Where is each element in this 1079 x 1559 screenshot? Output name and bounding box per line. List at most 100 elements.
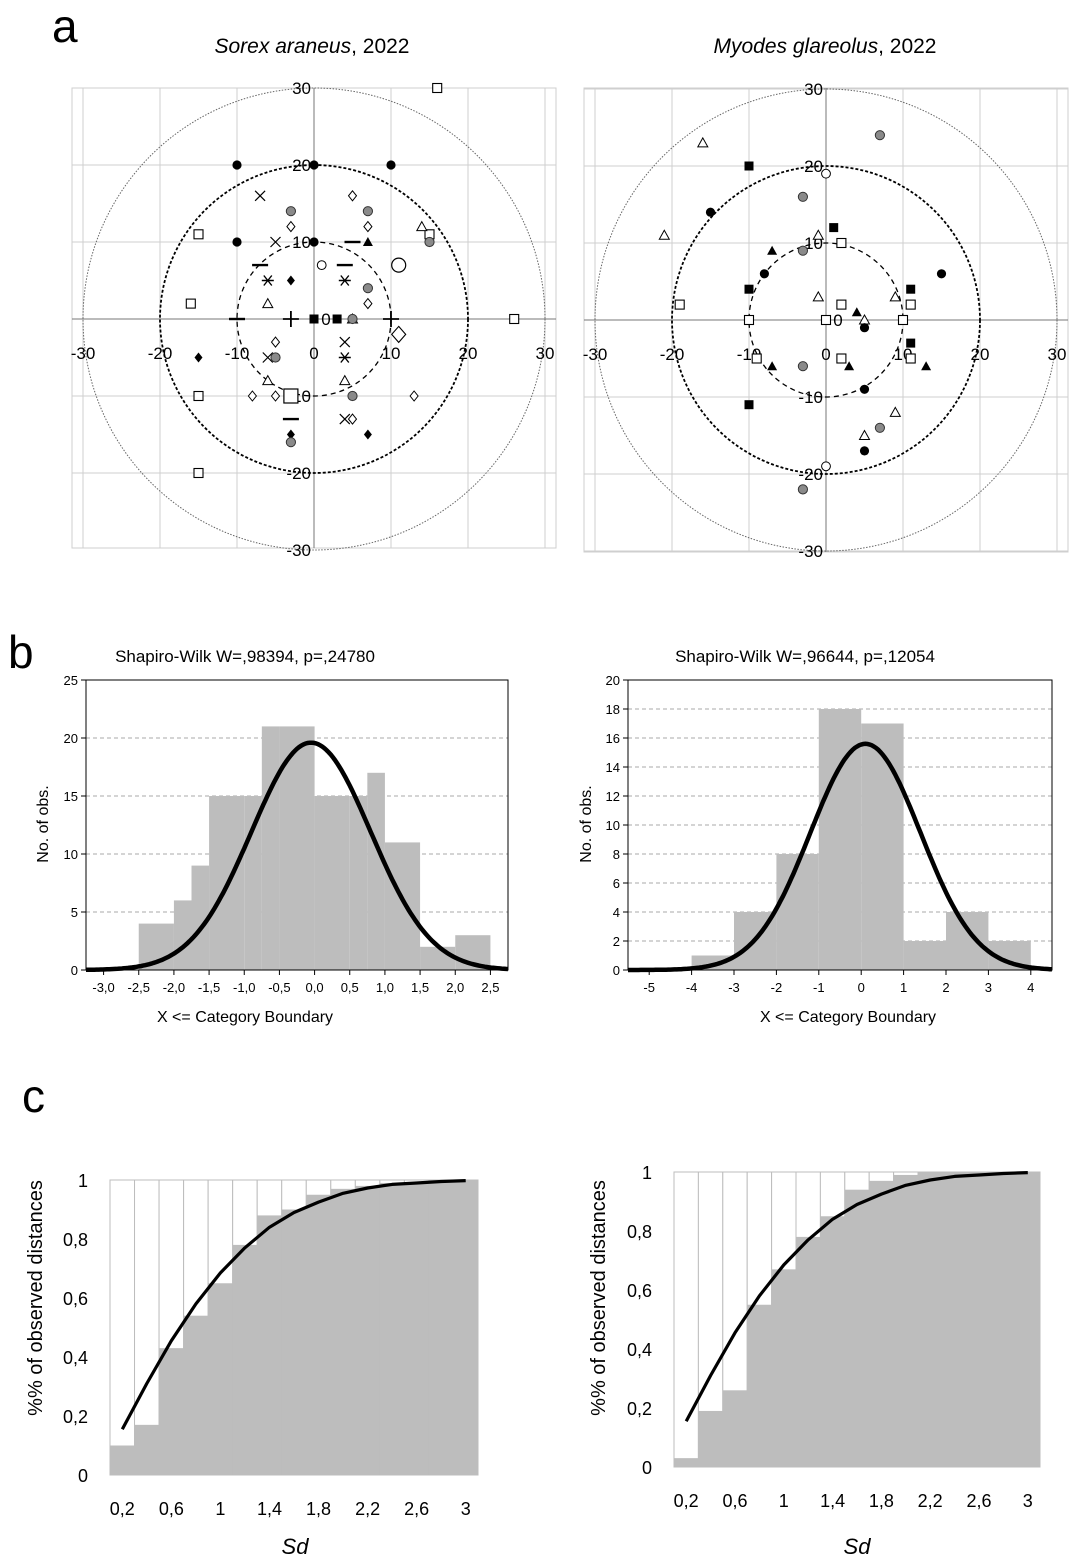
scatter-point: [338, 374, 351, 386]
y-tick-label: 0,6: [63, 1289, 88, 1309]
scatter-point: [309, 314, 319, 324]
y-tick-label: 0: [321, 310, 330, 329]
chart-c1-ylabel: %% of observed distances: [25, 1180, 47, 1416]
y-tick-label: 20: [804, 157, 823, 176]
scatter-point: [705, 207, 716, 217]
histogram-bar: [903, 941, 946, 970]
x-tick-label: 2,0: [446, 980, 464, 995]
y-tick-label: -30: [798, 542, 823, 561]
histogram-bar: [244, 796, 262, 970]
x-tick-label: 30: [536, 344, 555, 363]
scatter-point: [339, 413, 351, 425]
cumulative-bar: [966, 1172, 992, 1467]
cumulative-bar: [159, 1348, 185, 1475]
x-tick-label: -20: [660, 345, 685, 364]
histogram-bar: [191, 865, 210, 970]
scatter-point: [744, 400, 754, 410]
x-tick-label: -3: [728, 980, 740, 995]
scatter-point: [270, 352, 281, 363]
scatter-point: [270, 336, 281, 348]
cumulative-bar: [991, 1172, 1017, 1467]
cumulative-bar: [674, 1458, 699, 1467]
scatter-point: [858, 429, 871, 440]
scatter-point: [332, 314, 342, 324]
panel-label-a: a: [52, 0, 78, 52]
scatter-point: [362, 206, 373, 217]
scatter-point: [658, 229, 671, 240]
cumulative-bar: [379, 1182, 405, 1475]
scatter-point: [767, 245, 778, 255]
scatter-point: [859, 323, 870, 333]
scatter-point: [270, 390, 281, 402]
x-tick-label: 1: [900, 980, 907, 995]
normal-fit-curve: [628, 741, 1053, 973]
scatter-point: [859, 384, 870, 394]
x-tick-label: 0,5: [341, 980, 359, 995]
scatter-point: [905, 299, 916, 310]
chart-c1-xlabel: Sd: [282, 1534, 310, 1559]
y-tick-label: 4: [613, 905, 620, 920]
scatter-point: [897, 314, 909, 326]
x-tick-label: 20: [459, 344, 478, 363]
y-tick-label: -30: [286, 541, 311, 560]
chart-b2-histogram: Shapiro-Wilk W=,96644, p=,12054 X <= Cat…: [578, 647, 1053, 1026]
scatter-point: [509, 313, 520, 325]
x-tick-label: 2: [942, 980, 949, 995]
scatter-point: [432, 82, 443, 94]
scatter-point: [836, 237, 847, 249]
scatter-point: [286, 429, 295, 440]
y-tick-label: 16: [606, 731, 620, 746]
scatter-point: [347, 313, 358, 325]
x-tick-label: -2: [771, 980, 783, 995]
panel-label-c: c: [22, 1070, 45, 1122]
x-tick-label: 1,4: [257, 1499, 282, 1519]
x-tick-label: 0,2: [674, 1491, 699, 1511]
scatter-point: [874, 422, 886, 433]
chart-c2-cumulative: Sd %% of observed distances 0 0,2 0,4 0,6 0,…: [588, 1163, 1041, 1559]
scatter-point: [286, 220, 296, 233]
cumulative-bar: [306, 1194, 332, 1475]
scatter-point: [751, 353, 762, 364]
y-tick-label: 0,4: [627, 1340, 652, 1360]
cumulative-bar: [257, 1215, 283, 1475]
histogram-bar: [776, 854, 819, 970]
cumulative-bar: [844, 1189, 870, 1467]
chart-a1-title: Sorex araneus, 2022: [215, 35, 410, 58]
scatter-point: [347, 189, 358, 202]
scatter-point: [844, 361, 855, 371]
x-tick-label: 1,0: [376, 980, 394, 995]
scatter-point: [874, 130, 886, 141]
scatter-point: [797, 191, 809, 202]
fitted-curve: [684, 1171, 1028, 1423]
chart-c2-xlabel: Sd: [844, 1534, 872, 1559]
histogram-bar: [367, 772, 385, 970]
cumulative-bar: [869, 1180, 895, 1467]
histogram-bar: [420, 946, 456, 970]
y-tick-label: 10: [606, 818, 620, 833]
y-tick-label: 20: [606, 673, 620, 688]
y-tick-label: 6: [613, 876, 620, 891]
y-tick-label: 5: [71, 905, 78, 920]
cumulative-bar: [820, 1216, 846, 1467]
normal-fit-curve: [86, 740, 509, 973]
scatter-point: [283, 388, 299, 404]
cumulative-bar: [281, 1209, 307, 1475]
y-tick-label: -10: [798, 388, 823, 407]
cumulative-bar: [110, 1445, 136, 1475]
y-tick-label: 15: [64, 789, 78, 804]
x-tick-label: 0,6: [159, 1499, 184, 1519]
y-tick-label: 20: [64, 731, 78, 746]
x-tick-label: 20: [971, 345, 990, 364]
circle-outer: [594, 88, 1058, 552]
cumulative-bar: [183, 1315, 209, 1475]
y-tick-label: -20: [798, 465, 823, 484]
y-tick-label: 1: [78, 1171, 88, 1191]
cumulative-bar: [796, 1236, 821, 1467]
x-tick-label: 4: [1027, 980, 1034, 995]
scatter-point: [286, 275, 295, 286]
x-tick-label: 1,4: [820, 1491, 845, 1511]
cumulative-bar: [698, 1410, 724, 1467]
cumulative-bar: [330, 1188, 356, 1475]
fitted-curve: [120, 1179, 466, 1431]
histogram-bar: [349, 796, 368, 970]
